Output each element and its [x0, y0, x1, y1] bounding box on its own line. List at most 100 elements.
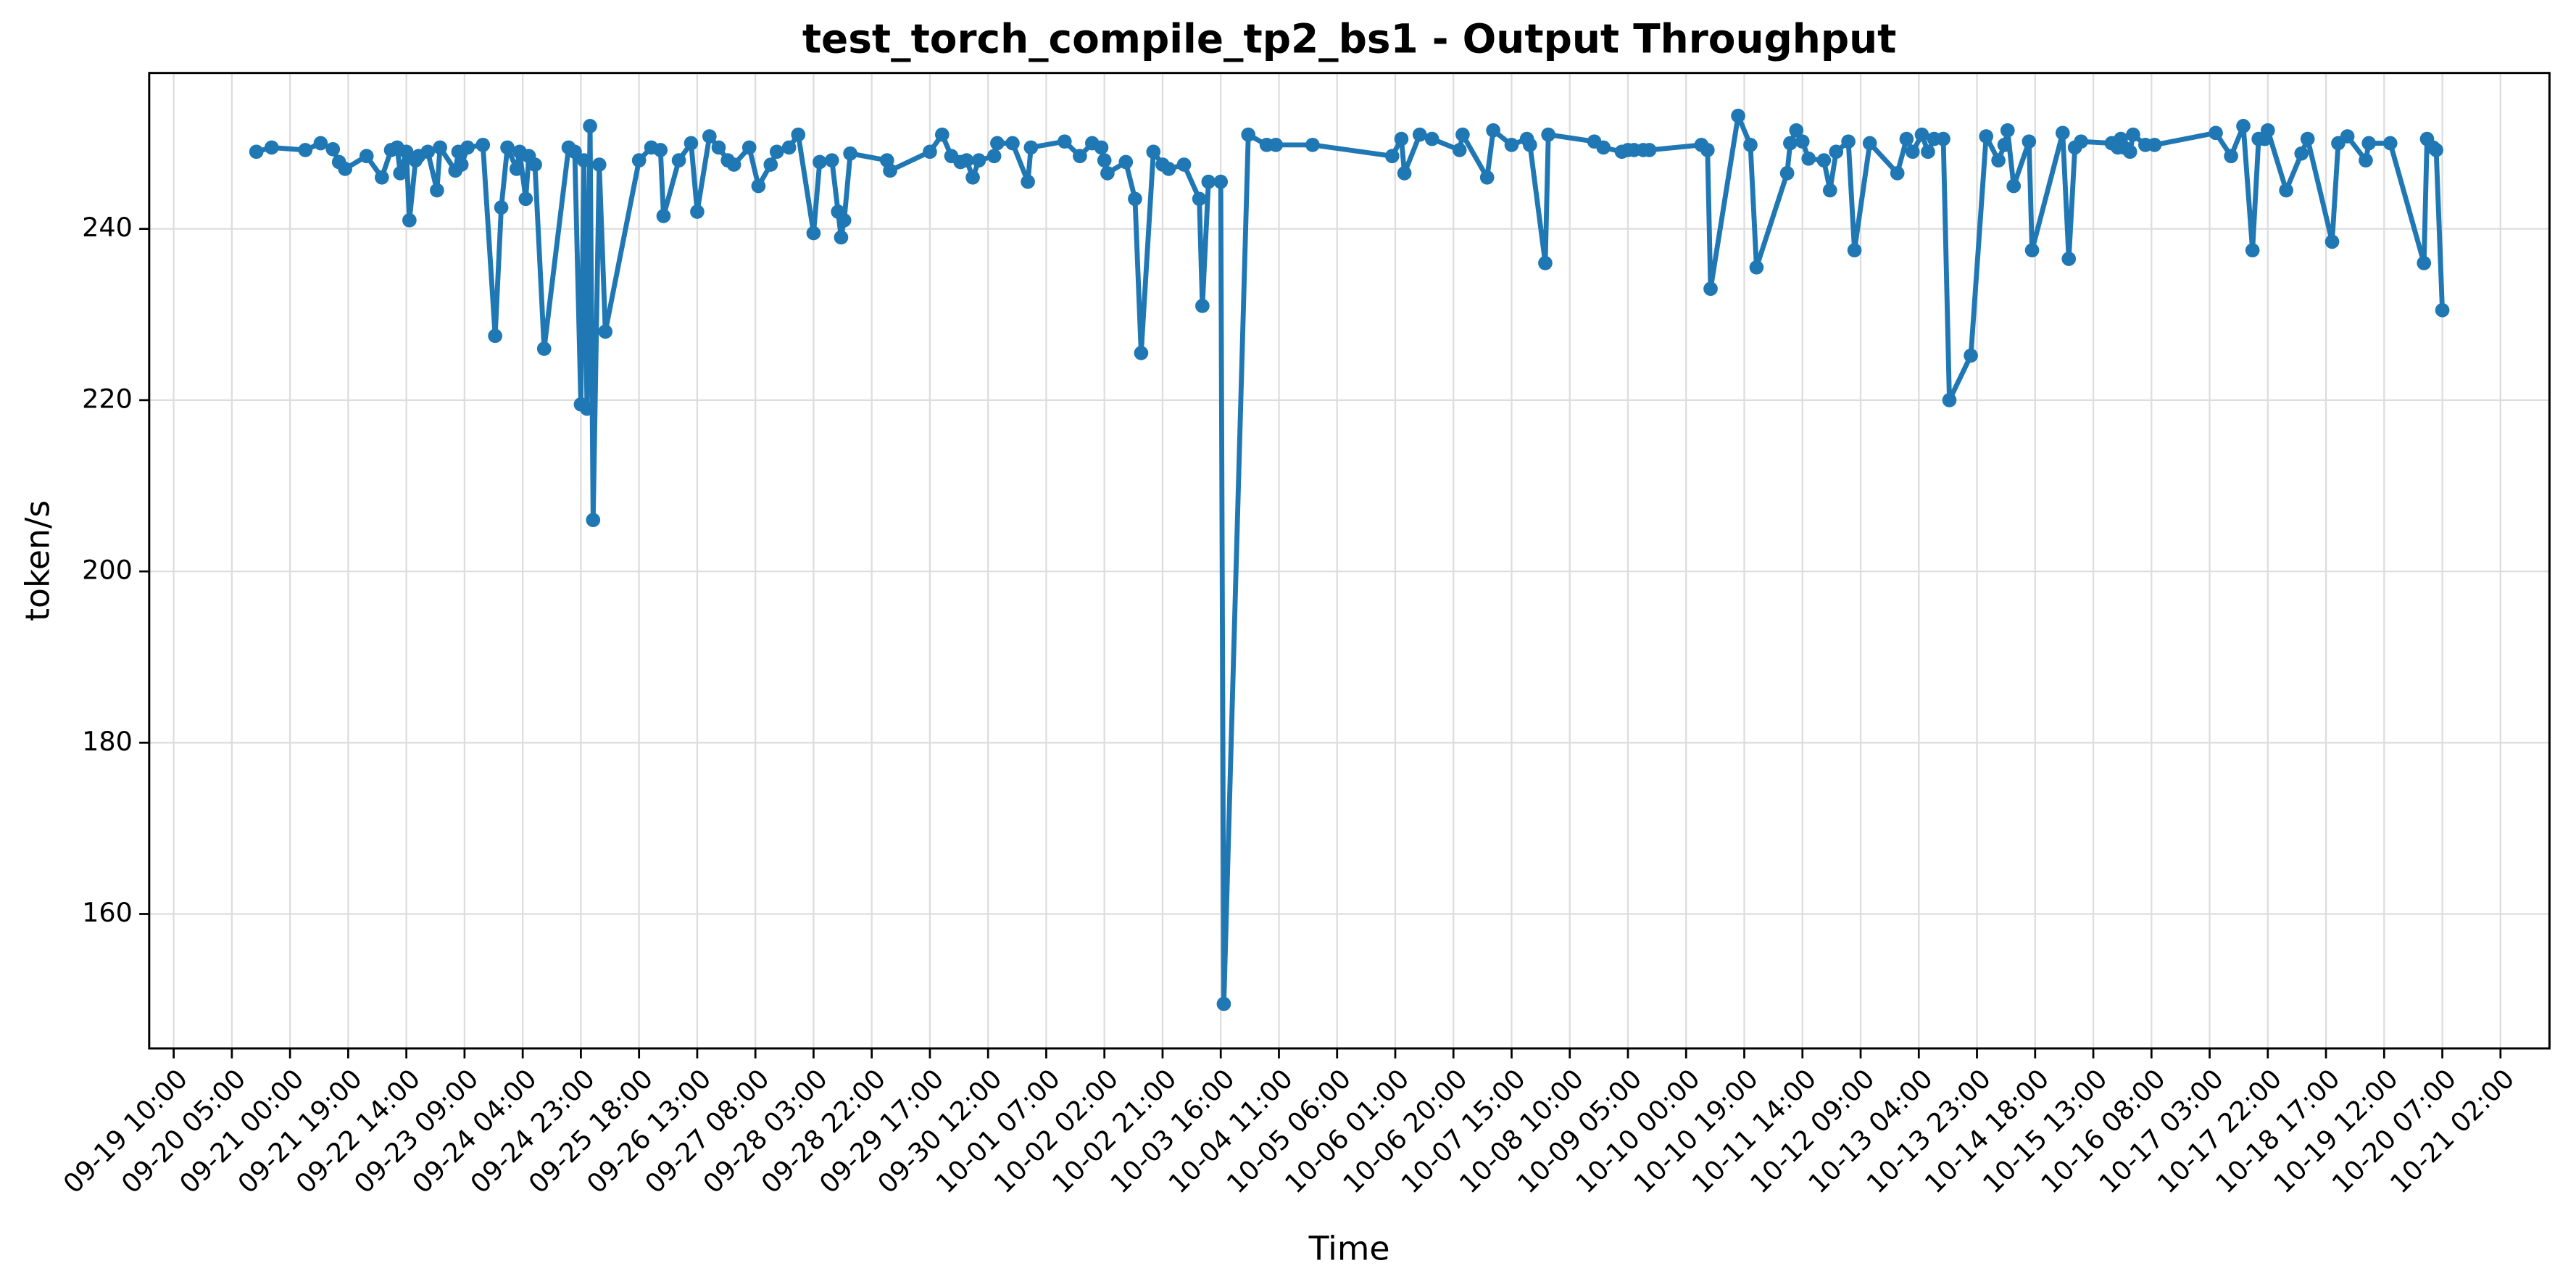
data-point	[843, 146, 857, 161]
data-point	[1384, 149, 1400, 164]
data-point	[690, 204, 705, 219]
data-point	[1479, 170, 1495, 185]
data-point	[494, 200, 509, 215]
data-point	[1642, 143, 1657, 157]
data-point	[883, 163, 897, 178]
data-point	[631, 153, 647, 167]
data-point	[264, 140, 279, 155]
data-point	[454, 157, 469, 172]
data-point	[433, 140, 447, 155]
data-point	[1073, 149, 1087, 164]
data-point	[763, 157, 778, 172]
data-point	[1862, 136, 1877, 151]
data-point	[2061, 252, 2077, 266]
data-point	[986, 149, 1002, 164]
data-point	[1743, 138, 1758, 152]
plot-area	[249, 108, 2450, 1011]
data-point	[1128, 191, 1142, 207]
data-point	[2429, 143, 2443, 157]
data-point	[583, 119, 597, 133]
data-point	[1094, 140, 1109, 155]
chart-title: test_torch_compile_tp2_bs1 - Output Thro…	[802, 15, 1897, 62]
data-point	[359, 149, 374, 164]
data-point	[518, 191, 533, 207]
data-point	[1268, 138, 1284, 152]
data-point	[671, 153, 686, 167]
y-axis-label: token/s	[18, 500, 57, 621]
data-point	[2324, 234, 2340, 249]
data-point	[684, 136, 699, 151]
data-point	[813, 154, 827, 170]
data-point	[1997, 138, 2012, 152]
data-point	[2245, 243, 2260, 258]
data-point	[1161, 162, 1176, 176]
y-tick-label: 180	[82, 726, 133, 757]
y-tick-label: 220	[82, 383, 133, 414]
y-tick-label: 240	[82, 212, 133, 243]
data-point	[1890, 166, 1905, 181]
data-point	[653, 143, 668, 157]
x-axis-label: Time	[1308, 1230, 1390, 1268]
data-point	[1146, 144, 1161, 160]
data-point	[2300, 131, 2315, 146]
data-point	[1201, 174, 1216, 189]
data-point	[1241, 127, 1256, 142]
data-point	[2126, 127, 2140, 142]
data-point	[1097, 153, 1112, 167]
data-point	[2147, 138, 2162, 152]
grid	[149, 73, 2550, 1048]
data-point	[2074, 134, 2088, 149]
data-point	[475, 138, 491, 152]
data-point	[2340, 129, 2355, 144]
data-point	[2279, 183, 2293, 198]
data-point	[420, 144, 436, 160]
data-point	[2382, 136, 2398, 151]
data-point	[1822, 183, 1837, 198]
data-point	[1118, 154, 1134, 170]
data-point	[1134, 346, 1149, 360]
data-point	[834, 230, 849, 245]
data-point	[2417, 256, 2432, 270]
data-point	[1394, 131, 1409, 146]
data-point	[402, 212, 417, 228]
data-point	[1829, 144, 1844, 160]
data-point	[2006, 178, 2022, 194]
data-point	[1816, 153, 1832, 167]
data-point	[1452, 143, 1467, 157]
data-point	[528, 157, 542, 172]
data-point	[325, 141, 341, 157]
data-point	[488, 328, 502, 344]
data-point	[1847, 243, 1862, 258]
data-point	[1964, 348, 1978, 363]
y-tick-label: 160	[82, 897, 133, 928]
data-point	[1100, 166, 1115, 181]
data-point	[1021, 174, 1035, 189]
data-point	[824, 153, 839, 167]
data-point	[338, 162, 352, 176]
data-point	[934, 127, 950, 142]
data-point	[1783, 136, 1798, 151]
data-point	[591, 157, 607, 172]
data-point	[1899, 131, 1914, 146]
data-point	[1905, 144, 1920, 160]
data-point	[1914, 127, 1929, 142]
data-point	[1504, 138, 1519, 152]
data-point	[781, 140, 797, 155]
axes-frame	[148, 72, 2551, 1050]
data-point	[769, 144, 784, 160]
data-point	[1731, 108, 1745, 123]
data-point	[598, 324, 613, 339]
data-point	[1397, 166, 1412, 181]
data-point	[1703, 281, 1718, 297]
data-point	[2022, 134, 2037, 149]
data-point	[298, 143, 313, 157]
data-point	[959, 153, 974, 167]
data-point	[1749, 260, 1764, 275]
data-point	[1176, 157, 1192, 172]
data-point	[1942, 393, 1957, 407]
data-point	[2024, 243, 2040, 258]
data-point	[1455, 127, 1470, 142]
data-point	[375, 170, 389, 185]
